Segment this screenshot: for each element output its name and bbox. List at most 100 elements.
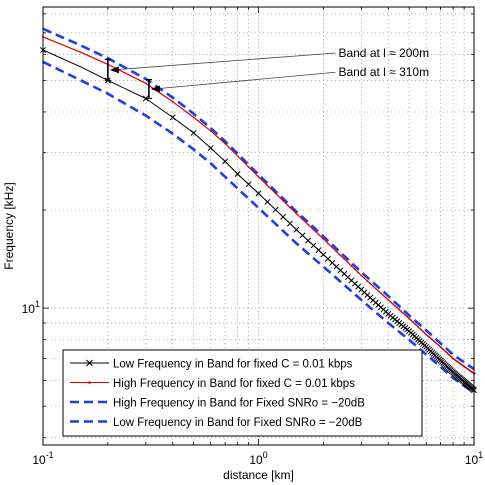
legend-label: High Frequency in Band for fixed C = 0.0… xyxy=(113,378,355,390)
data-point-dot-marker xyxy=(380,292,382,295)
data-point-x-marker xyxy=(310,242,317,249)
data-point-dot-marker xyxy=(317,233,320,236)
data-point-dot-marker xyxy=(451,356,453,359)
data-point-dot-marker xyxy=(410,319,412,322)
x-tick-label: 100 xyxy=(249,450,267,467)
data-point-dot-marker xyxy=(350,265,353,267)
data-point-dot-marker xyxy=(396,306,399,309)
data-point-dot-marker xyxy=(389,301,392,303)
data-point-dot-marker xyxy=(435,342,438,345)
data-point-x-marker xyxy=(280,213,287,220)
data-point-x-marker xyxy=(255,190,262,197)
legend: Low Frequency in Band for fixed C = 0.01… xyxy=(62,349,423,437)
data-point-dot-marker xyxy=(444,350,447,353)
data-point-x-marker xyxy=(272,206,279,213)
annotation-1: Band at l ≈ 200m xyxy=(104,46,429,81)
annotation-label: Band at l ≈ 310m xyxy=(338,65,429,79)
data-point-dot-marker xyxy=(374,287,377,290)
data-point-dot-marker xyxy=(307,223,310,226)
data-point-dot-marker xyxy=(209,129,212,132)
data-point-dot-marker xyxy=(343,258,346,260)
data-point-dot-marker xyxy=(394,304,396,307)
data-point-dot-marker xyxy=(425,333,428,336)
series-line xyxy=(42,60,475,394)
y-axis-label: Frequency [kHz] xyxy=(2,182,16,269)
data-point-x-marker xyxy=(169,114,176,121)
data-point-dot-marker xyxy=(353,268,356,271)
data-point-dot-marker xyxy=(418,327,421,330)
data-point-dot-marker xyxy=(449,355,452,358)
data-point-dot-marker xyxy=(423,332,426,334)
data-point-x-marker xyxy=(142,95,149,102)
data-point-dot-marker xyxy=(402,312,405,315)
data-point-dot-marker xyxy=(327,242,329,245)
annotation-arrowhead xyxy=(109,66,119,74)
data-point-dot-marker xyxy=(432,340,435,342)
legend-entry: High Frequency in Band for Fixed SNRo = … xyxy=(70,398,365,410)
data-point-dot-marker xyxy=(247,166,250,168)
series-2 xyxy=(42,35,476,375)
data-point-dot-marker xyxy=(387,298,390,301)
data-point-dot-marker xyxy=(438,344,441,347)
data-point-dot-marker xyxy=(289,206,291,209)
data-point-x-marker xyxy=(245,181,252,188)
data-point-dot-marker xyxy=(437,343,439,346)
data-point-dot-marker xyxy=(295,212,298,215)
data-point-dot-marker xyxy=(369,282,372,285)
data-point-dot-marker xyxy=(144,82,147,85)
data-point-dot-marker xyxy=(420,329,423,331)
data-point-dot-marker xyxy=(224,142,227,145)
series-line xyxy=(42,27,475,371)
series-group xyxy=(40,27,477,394)
data-point-dot-marker xyxy=(339,254,342,257)
data-point-dot-marker xyxy=(347,261,349,264)
data-point-dot-marker xyxy=(411,320,414,323)
data-point-dot-marker xyxy=(443,349,446,352)
data-point-dot-marker xyxy=(372,285,374,287)
legend-entry: High Frequency in Band for fixed C = 0.0… xyxy=(70,378,355,390)
data-point-dot-marker xyxy=(408,317,411,320)
series-3 xyxy=(42,27,475,371)
data-point-dot-marker xyxy=(426,334,429,337)
x-axis-label: distance [km] xyxy=(223,468,294,482)
data-point-dot-marker xyxy=(257,175,260,178)
data-point-x-marker xyxy=(207,145,214,151)
data-point-dot-marker xyxy=(422,330,424,333)
data-point-dot-marker xyxy=(377,290,380,292)
data-point-dot-marker xyxy=(322,238,325,240)
data-point-dot-marker xyxy=(415,324,418,327)
data-point-dot-marker xyxy=(441,347,443,350)
data-point-x-marker xyxy=(190,129,197,136)
data-point-dot-marker xyxy=(400,310,403,313)
data-point-dot-marker xyxy=(282,199,284,202)
series-4 xyxy=(42,60,475,394)
data-point-x-marker xyxy=(86,359,93,367)
data-point-dot-marker xyxy=(446,352,448,354)
x-tick-label: 101 xyxy=(465,450,483,467)
data-point-dot-marker xyxy=(439,346,442,348)
annotation-label: Band at l ≈ 200m xyxy=(338,46,429,60)
data-point-dot-marker xyxy=(331,246,334,249)
annotation-arrowhead xyxy=(150,85,160,93)
data-point-dot-marker xyxy=(335,250,338,253)
data-point-dot-marker xyxy=(382,294,385,297)
legend-box xyxy=(62,349,423,437)
annotations: Band at l ≈ 200m Band at l ≈ 310m xyxy=(104,46,429,100)
data-point-dot-marker xyxy=(429,337,432,340)
data-point-dot-marker xyxy=(434,341,437,344)
data-point-dot-marker xyxy=(171,100,174,103)
legend-label: Low Frequency in Band for fixed C = 0.01… xyxy=(113,359,353,371)
data-point-dot-marker xyxy=(301,218,304,221)
data-point-dot-marker xyxy=(363,277,366,280)
data-point-x-marker xyxy=(305,237,312,244)
annotation-2: Band at l ≈ 310m xyxy=(145,65,429,100)
data-point-dot-marker xyxy=(413,322,416,325)
data-point-dot-marker xyxy=(360,274,363,277)
legend-label: High Frequency in Band for Fixed SNRo = … xyxy=(113,398,365,410)
data-point-dot-marker xyxy=(266,184,269,187)
y-tick-label: 101 xyxy=(22,299,40,316)
legend-entry: Low Frequency in Band for Fixed SNRo = −… xyxy=(70,417,363,429)
legend-entry: Low Frequency in Band for fixed C = 0.01… xyxy=(70,359,353,371)
data-point-dot-marker xyxy=(391,303,394,305)
data-point-x-marker xyxy=(222,158,229,165)
